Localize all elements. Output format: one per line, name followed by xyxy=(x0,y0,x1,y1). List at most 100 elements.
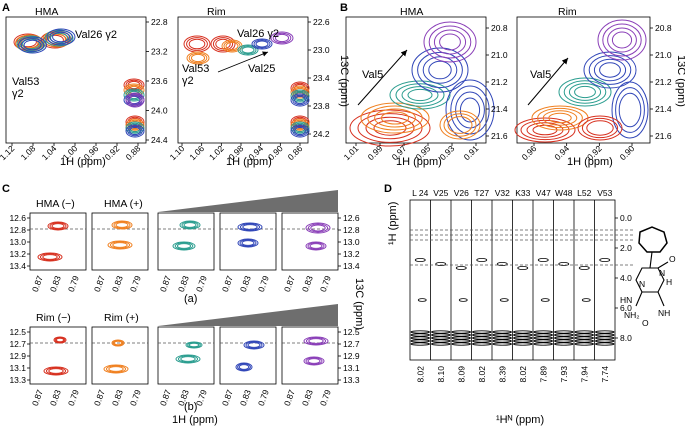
peak-edge-low xyxy=(125,124,145,138)
panel-c-peak xyxy=(53,336,67,344)
x-tick-label: 0.87 xyxy=(92,274,107,293)
panel-b-left-xlabel: 1H (ppm) xyxy=(396,156,442,168)
structure-bond-4 xyxy=(657,291,665,307)
panel-d-peak xyxy=(410,330,430,334)
peak-val53 xyxy=(18,36,47,54)
y-tick-label: 12.5 xyxy=(9,327,26,337)
peak-val25 xyxy=(272,32,292,44)
cycloheptyl-ring xyxy=(638,226,668,253)
panel-a-left-frame xyxy=(5,16,147,144)
panel-d-peak xyxy=(431,339,451,343)
peak-val5 xyxy=(599,62,621,78)
panel-d-peak xyxy=(574,336,594,340)
panel-a-letter: A xyxy=(2,2,10,14)
y-tick-label: 6.0 xyxy=(620,303,632,313)
peak-val5 xyxy=(423,21,477,63)
panel-d-peak xyxy=(595,336,615,340)
y-tick-label: 2.0 xyxy=(620,243,632,253)
panel-d-residue: K33 xyxy=(515,188,530,198)
panel-c-peak xyxy=(237,222,263,232)
panel-d-hn: 7.93 xyxy=(559,366,569,383)
panel-d-peak xyxy=(476,257,488,262)
panel-b-left-arrow xyxy=(357,49,408,106)
peak-val5 xyxy=(365,116,415,140)
panel-d-peak xyxy=(574,333,594,337)
panel-c-peak xyxy=(237,363,251,371)
peak-val5 xyxy=(568,83,602,101)
y-tick-label: 13.4 xyxy=(343,261,360,271)
peak-val26 xyxy=(46,34,64,46)
peak-val53 xyxy=(186,37,208,51)
panel-c-peak xyxy=(42,254,58,260)
panel-c-top-label-plus: HMA (+) xyxy=(104,198,143,210)
peak-edge xyxy=(292,94,308,106)
panel-c-peak xyxy=(112,242,128,248)
peak-val5 xyxy=(443,113,477,137)
struct-label-o1: O xyxy=(669,254,676,264)
peak-val5 xyxy=(401,86,439,104)
panel-d-peak xyxy=(435,261,447,266)
peak-edge xyxy=(290,85,310,99)
panel-c-peak xyxy=(37,252,63,262)
peak-edge xyxy=(290,89,310,103)
peak-val53 xyxy=(23,39,42,51)
panel-b-letter: B xyxy=(340,2,348,14)
panel-a-right-frame xyxy=(177,16,309,144)
panel-c-peak xyxy=(39,253,61,261)
peak-val5 xyxy=(395,83,445,107)
x-tick-label: 0.87 xyxy=(158,274,173,293)
panel-c-xlabel: 1H (ppm) xyxy=(172,414,218,426)
peak-val26 xyxy=(44,29,74,47)
panel-d-residue: V32 xyxy=(495,188,510,198)
panel-d-peak xyxy=(595,333,615,337)
panel-d-peak xyxy=(431,330,451,334)
panel-a-left-yticks: 22.8 23.2 23.6 24.0 24.4 xyxy=(146,17,168,145)
x-tick-label: 0.96 xyxy=(520,143,539,162)
panel-d-hn: 7.94 xyxy=(579,366,589,383)
panel-d-peak xyxy=(472,342,492,346)
panel-d-peak xyxy=(431,342,451,346)
x-tick-label: 0.79 xyxy=(256,274,271,293)
panel-a-right-yticks: 22.6 23.0 23.4 23.8 24.2 xyxy=(308,17,330,139)
panel-d-peak xyxy=(513,333,533,337)
panel-d-peak xyxy=(472,333,492,337)
x-tick-label: 1.12 xyxy=(0,143,17,162)
y-tick-label: 12.7 xyxy=(9,339,26,349)
panel-d-residue-labels: L 24 V25 V26 T27 V32 K33 V47 W48 L52 V53 xyxy=(412,188,612,198)
panel-d-peak xyxy=(517,265,529,270)
panel-a-left-xlabel: 1H (ppm) xyxy=(60,156,106,168)
peak-val53 xyxy=(22,38,40,50)
panel-c-peak xyxy=(108,366,124,372)
x-tick-label: 0.79 xyxy=(128,274,143,293)
x-tick-label: 1.10 xyxy=(168,143,187,162)
panel-d-letter: D xyxy=(384,183,392,195)
panel-d-peak xyxy=(540,298,550,302)
y-tick-label: 21.2 xyxy=(655,77,672,87)
panel-c-peak xyxy=(305,222,331,234)
panel-d-chemical-structure xyxy=(635,226,669,307)
panel-c-peak xyxy=(307,242,325,250)
panel-d-peak xyxy=(492,339,512,343)
y-tick-label: 23.2 xyxy=(151,47,168,57)
panel-c-peak xyxy=(303,336,329,346)
y-tick-label: 12.9 xyxy=(343,351,360,361)
peak-val5 xyxy=(407,88,433,102)
peak-val26 xyxy=(210,35,236,53)
peak-edge-low xyxy=(129,126,141,136)
panel-d-peak xyxy=(492,330,512,334)
panel-b-right-yticks: 20.8 21.0 21.2 21.4 21.6 xyxy=(650,23,672,141)
panel-d-peak xyxy=(451,342,471,346)
panel-c-peak xyxy=(113,221,131,229)
panel-d-hn: 8.39 xyxy=(497,366,507,383)
peak-val5 xyxy=(428,60,452,80)
peak-val5 xyxy=(374,108,416,128)
peak-val53 xyxy=(20,37,39,49)
panel-d-peak xyxy=(574,339,594,343)
y-tick-label: 24.4 xyxy=(151,135,168,145)
peak-val5 xyxy=(607,27,637,53)
panel-c-peak xyxy=(308,338,324,344)
peak-val5 xyxy=(597,19,647,61)
panel-b-right-arrow xyxy=(527,57,569,106)
panel-c-peak xyxy=(239,223,261,231)
peak-val5 xyxy=(615,87,645,133)
